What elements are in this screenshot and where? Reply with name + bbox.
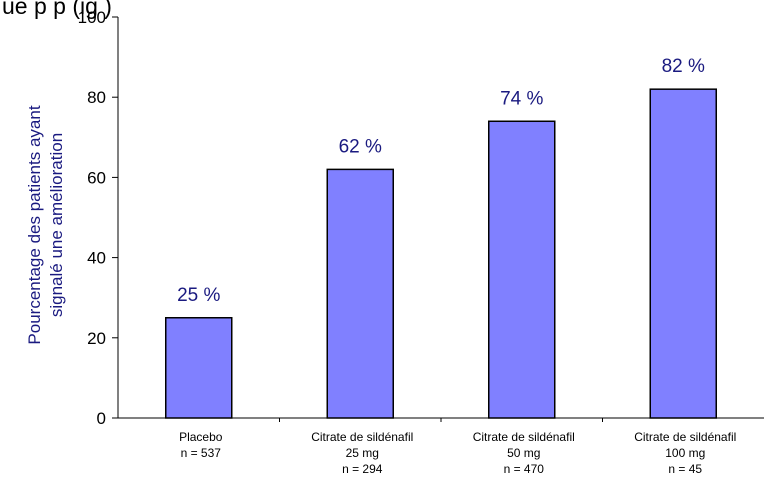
y-tick-label: 100 bbox=[78, 8, 106, 27]
y-tick-label: 80 bbox=[87, 88, 106, 107]
data-labels: 25 % 62 % 74 % 82 % bbox=[177, 56, 705, 306]
data-label: 62 % bbox=[339, 136, 382, 157]
data-label: 74 % bbox=[500, 88, 543, 109]
y-tick-label: 60 bbox=[87, 168, 106, 187]
data-label: 25 % bbox=[177, 285, 220, 306]
category-label: n = 45 bbox=[668, 462, 702, 476]
category-label: 25 mg bbox=[346, 446, 379, 460]
category-label: n = 470 bbox=[504, 462, 545, 476]
bar bbox=[488, 120, 556, 419]
y-axis-label-line: signalé une amélioration bbox=[47, 133, 66, 317]
category-label: Citrate de sildénafil bbox=[634, 430, 736, 444]
category-label: n = 294 bbox=[342, 462, 383, 476]
category-label: n = 537 bbox=[181, 446, 222, 460]
bars bbox=[165, 88, 717, 419]
bar bbox=[165, 317, 233, 419]
bar bbox=[326, 168, 394, 419]
y-tick-label: 40 bbox=[87, 249, 106, 268]
y-tick-label: 0 bbox=[97, 409, 106, 428]
data-label: 82 % bbox=[662, 56, 705, 77]
y-tick-label: 20 bbox=[87, 329, 106, 348]
y-axis-label-line: Pourcentage des patients ayant bbox=[25, 105, 44, 344]
category-label: 50 mg bbox=[507, 446, 540, 460]
category-label: 100 mg bbox=[665, 446, 705, 460]
category-labels: Placebo n = 537 Citrate de sildénafil 25 mg… bbox=[179, 430, 736, 476]
category-label: Placebo bbox=[179, 430, 223, 444]
top-text-fragment: ue p p (ig ) bbox=[2, 0, 112, 19]
y-axis-label: Pourcentage des patients ayant signalé u… bbox=[25, 105, 66, 344]
category-label: Citrate de sildénafil bbox=[473, 430, 575, 444]
axes: 0 20 40 60 80 100 bbox=[78, 8, 764, 428]
bar bbox=[649, 88, 717, 419]
category-label: Citrate de sildénafil bbox=[311, 430, 413, 444]
